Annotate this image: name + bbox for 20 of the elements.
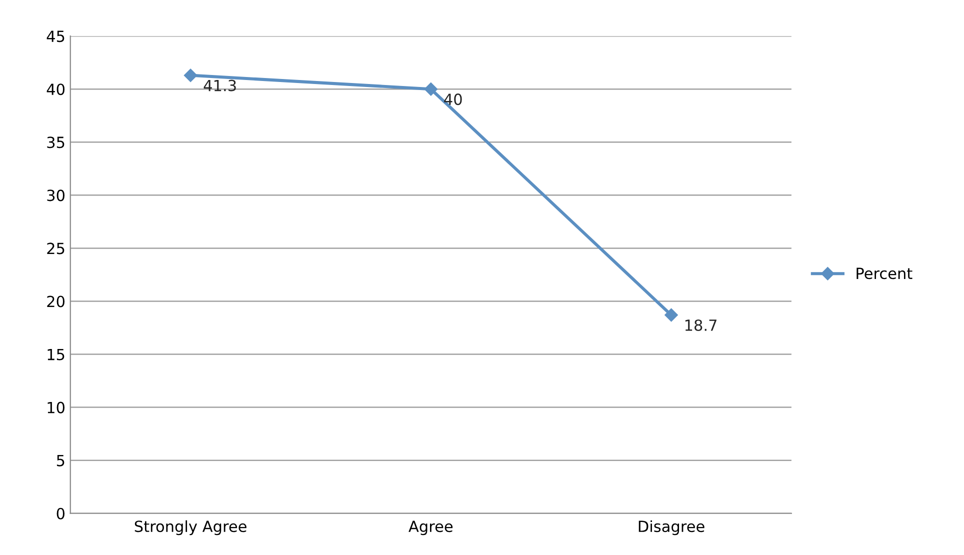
x-tick-label: Disagree xyxy=(638,520,704,536)
point xyxy=(424,82,438,96)
y-tick-label: 10 xyxy=(48,402,64,414)
y-tick-label: 25 xyxy=(47,242,64,254)
data-label: 18.7 xyxy=(685,319,716,332)
legend-label: Percent xyxy=(856,268,912,280)
point xyxy=(184,68,198,82)
x-tick-label: Strongly Agree xyxy=(134,520,246,536)
y-tick-label: 20 xyxy=(47,296,64,308)
y-tick-label: 45 xyxy=(46,30,64,42)
y-tick-label: 15 xyxy=(48,348,64,360)
y-tick-label: 0 xyxy=(56,508,64,520)
x-tick-label: Agree xyxy=(408,520,453,536)
y-tick-label: 40 xyxy=(46,84,64,96)
data-label: 40 xyxy=(444,94,462,106)
y-tick-label: 30 xyxy=(47,190,64,202)
data-label: 41.3 xyxy=(204,80,236,92)
point xyxy=(664,308,678,322)
y-tick-label: 5 xyxy=(56,455,64,466)
y-tick-label: 35 xyxy=(47,136,64,148)
